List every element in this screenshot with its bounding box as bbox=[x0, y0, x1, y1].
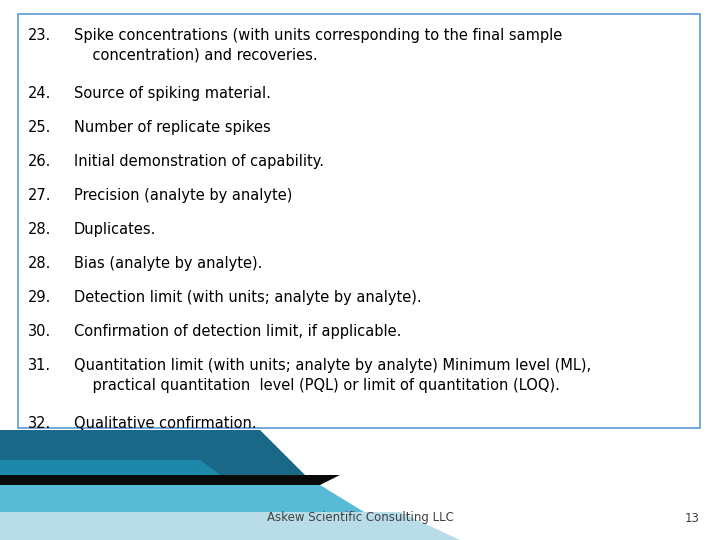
Text: concentration) and recoveries.: concentration) and recoveries. bbox=[74, 48, 318, 63]
Polygon shape bbox=[0, 430, 370, 540]
Text: Number of replicate spikes: Number of replicate spikes bbox=[74, 120, 271, 135]
Bar bbox=[0, 430, 720, 540]
Text: 24.: 24. bbox=[28, 86, 51, 101]
Text: 25.: 25. bbox=[28, 120, 51, 135]
Polygon shape bbox=[0, 512, 460, 540]
Text: 32.: 32. bbox=[28, 416, 51, 431]
Text: Confirmation of detection limit, if applicable.: Confirmation of detection limit, if appl… bbox=[74, 324, 401, 339]
Text: practical quantitation  level (PQL) or limit of quantitation (LOQ).: practical quantitation level (PQL) or li… bbox=[74, 378, 560, 393]
Polygon shape bbox=[0, 485, 410, 540]
Text: Askew Scientific Consulting LLC: Askew Scientific Consulting LLC bbox=[266, 511, 454, 524]
Text: 27.: 27. bbox=[28, 188, 52, 203]
Text: Detection limit (with units; analyte by analyte).: Detection limit (with units; analyte by … bbox=[74, 290, 422, 305]
Text: 30.: 30. bbox=[28, 324, 51, 339]
Text: 28.: 28. bbox=[28, 222, 51, 237]
Text: Initial demonstration of capability.: Initial demonstration of capability. bbox=[74, 154, 324, 169]
Polygon shape bbox=[0, 475, 340, 485]
Text: Bias (analyte by analyte).: Bias (analyte by analyte). bbox=[74, 256, 262, 271]
Text: 28.: 28. bbox=[28, 256, 51, 271]
Text: Source of spiking material.: Source of spiking material. bbox=[74, 86, 271, 101]
Text: 29.: 29. bbox=[28, 290, 51, 305]
Text: 26.: 26. bbox=[28, 154, 51, 169]
Bar bbox=[18, 14, 700, 428]
Text: Duplicates.: Duplicates. bbox=[74, 222, 156, 237]
Polygon shape bbox=[0, 460, 310, 540]
Text: Precision (analyte by analyte): Precision (analyte by analyte) bbox=[74, 188, 292, 203]
Text: 13: 13 bbox=[685, 511, 700, 524]
Text: 31.: 31. bbox=[28, 358, 51, 373]
Text: Qualitative confirmation.: Qualitative confirmation. bbox=[74, 416, 256, 431]
Text: Spike concentrations (with units corresponding to the final sample: Spike concentrations (with units corresp… bbox=[74, 28, 562, 43]
Text: Quantitation limit (with units; analyte by analyte) Minimum level (ML),: Quantitation limit (with units; analyte … bbox=[74, 358, 591, 373]
Text: 23.: 23. bbox=[28, 28, 51, 43]
